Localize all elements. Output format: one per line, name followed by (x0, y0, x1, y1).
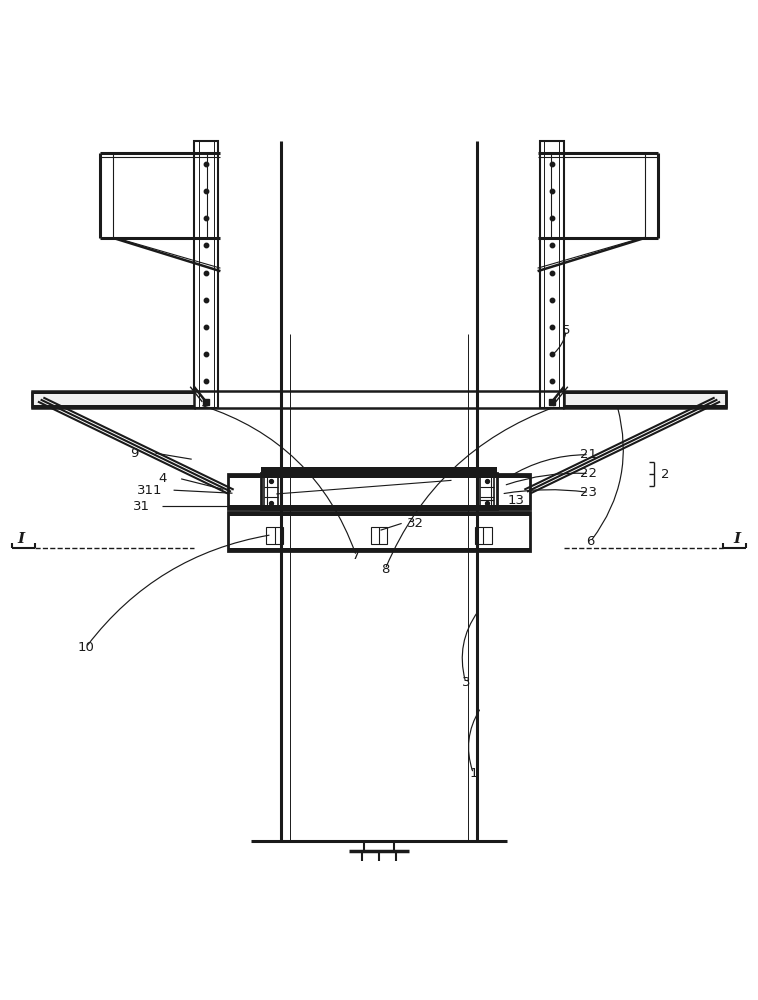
Bar (32, 391, 194, 394)
Text: 6: 6 (586, 535, 594, 548)
Bar (564, 391, 726, 408)
Text: 9: 9 (130, 447, 139, 460)
Text: 13: 13 (508, 493, 525, 506)
Bar (262, 473, 496, 509)
Text: 2: 2 (661, 468, 669, 481)
Text: 32: 32 (407, 517, 424, 530)
Bar (228, 505, 530, 509)
Bar (267, 527, 283, 544)
Text: 311: 311 (136, 484, 162, 497)
Text: 23: 23 (581, 486, 597, 499)
Text: 3: 3 (462, 676, 470, 689)
Bar (32, 405, 194, 408)
Text: I: I (734, 532, 741, 546)
Bar (540, 141, 564, 408)
Bar (228, 474, 530, 509)
Bar (564, 405, 726, 408)
Text: I: I (17, 532, 24, 546)
Bar (32, 391, 194, 408)
Bar (564, 391, 726, 394)
Bar (265, 477, 277, 507)
Bar (194, 141, 218, 408)
Bar (371, 527, 387, 544)
Bar (262, 467, 496, 473)
Text: 5: 5 (562, 324, 571, 337)
Text: 4: 4 (158, 472, 167, 485)
Text: 21: 21 (581, 448, 597, 461)
Text: 8: 8 (381, 563, 389, 576)
Bar (228, 548, 530, 551)
Bar (228, 474, 530, 478)
Bar (481, 477, 493, 507)
Bar (475, 527, 491, 544)
Bar (228, 512, 530, 516)
Text: 22: 22 (581, 467, 597, 480)
Text: 1: 1 (469, 767, 478, 780)
Text: 7: 7 (352, 549, 361, 562)
Bar (228, 512, 530, 551)
Text: 31: 31 (133, 500, 149, 513)
Text: 10: 10 (77, 641, 95, 654)
